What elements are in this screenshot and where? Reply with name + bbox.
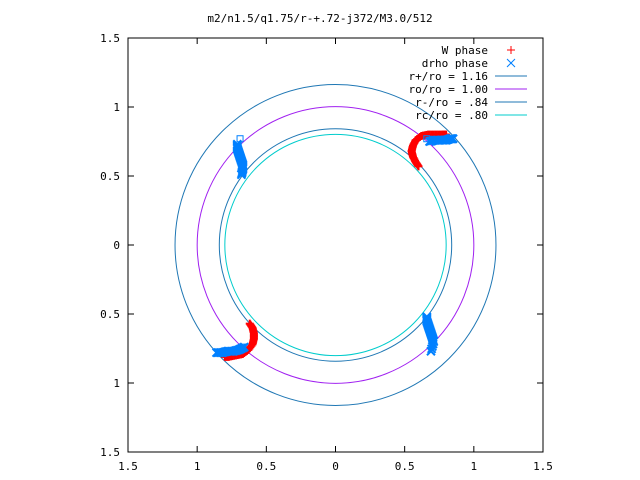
open-square-marker <box>423 135 431 143</box>
x-axis: 1.5 1 0.5 0 0.5 1 1.5 <box>118 38 553 473</box>
data-markers <box>211 130 458 361</box>
x-tick-label: 1 <box>471 460 478 473</box>
drho-phase-point <box>211 347 222 358</box>
drho-phase-point <box>448 134 458 144</box>
legend-label: rc/ro = .80 <box>415 109 488 122</box>
y-tick-label: 1.5 <box>100 32 120 45</box>
x-tick-label: 0.5 <box>256 460 276 473</box>
circle-series <box>218 128 453 362</box>
legend-marker-sample <box>506 58 516 68</box>
open-square-marker <box>236 135 244 143</box>
drho-phase-point <box>236 169 247 180</box>
y-axis: 1.5 1 0.5 0 0.5 1 1.5 <box>100 32 543 459</box>
legend-label: drho phase <box>422 57 488 70</box>
circle-series <box>174 84 497 406</box>
drho-phase-point <box>426 344 437 354</box>
reference-circles <box>174 84 497 406</box>
x-tick-label: 1.5 <box>533 460 553 473</box>
y-tick-label: 0 <box>113 239 120 252</box>
y-tick-label: 1.5 <box>100 446 120 459</box>
x-tick-label: 1.5 <box>118 460 138 473</box>
legend-label: r-/ro = .84 <box>415 96 488 109</box>
legend-label: W phase <box>442 44 488 57</box>
y-tick-label: 1 <box>113 101 120 114</box>
x-tick-label: 0 <box>332 460 339 473</box>
legend-label: r+/ro = 1.16 <box>409 70 488 83</box>
circle-series <box>224 133 447 357</box>
open-square-marker <box>239 343 247 351</box>
y-tick-label: 1 <box>113 377 120 390</box>
x-tick-label: 1 <box>194 460 201 473</box>
x-tick-label: 0.5 <box>395 460 415 473</box>
chart-title: m2/n1.5/q1.75/r-+.72-j372/M3.0/512 <box>207 12 432 25</box>
drho-phase-point <box>426 346 436 356</box>
circle-series <box>196 106 475 384</box>
legend-label: ro/ro = 1.00 <box>409 83 488 96</box>
y-tick-label: 0.5 <box>100 308 120 321</box>
y-tick-label: 0.5 <box>100 170 120 183</box>
